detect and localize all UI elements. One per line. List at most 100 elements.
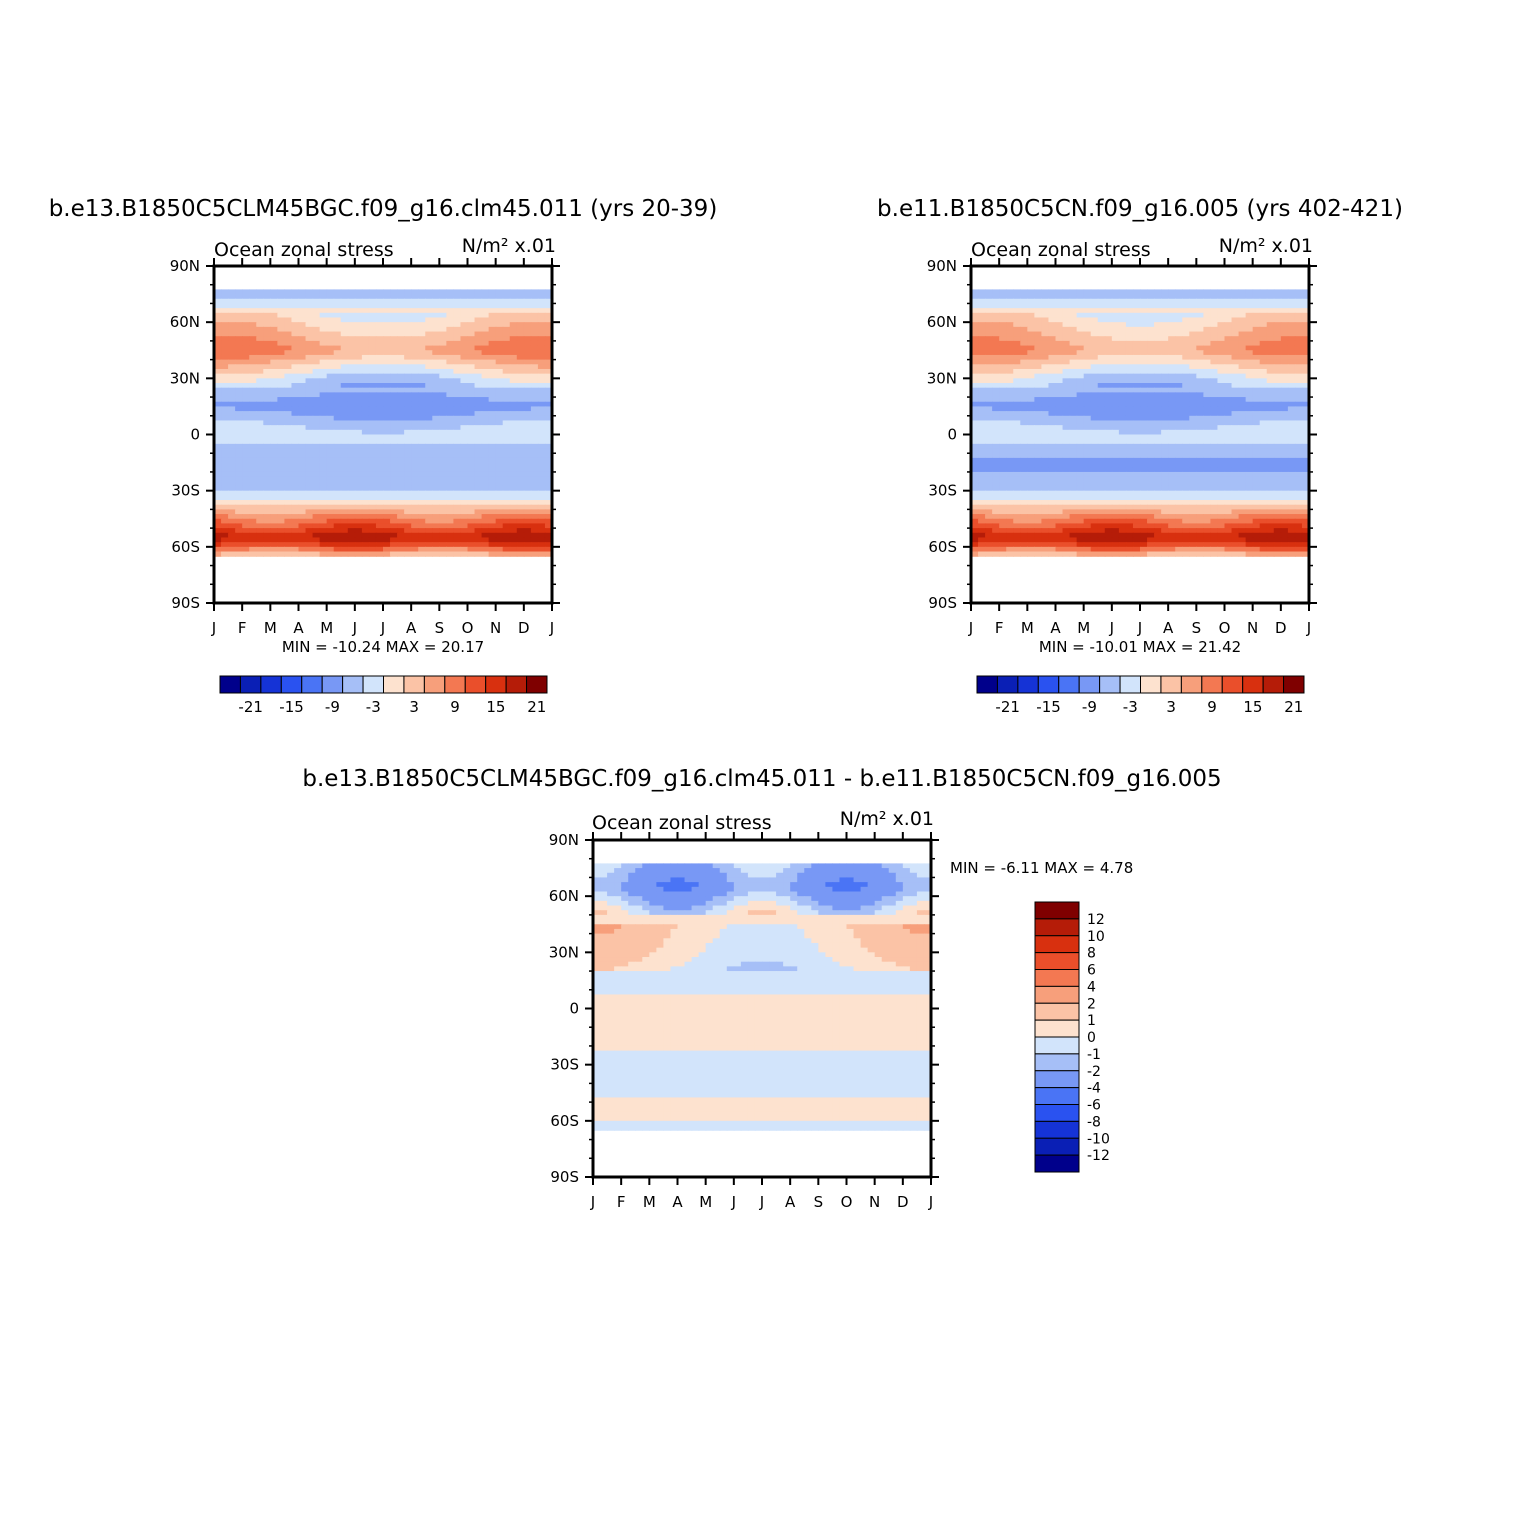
contour-cell [333, 336, 342, 342]
contour-cell [333, 298, 342, 305]
contour-cell [1083, 429, 1092, 436]
contour-cell [1020, 453, 1028, 459]
contour-cell [544, 448, 553, 454]
contour-cell [971, 415, 979, 422]
contour-cell [298, 471, 307, 478]
contour-cell [460, 415, 469, 422]
contour-cell [242, 420, 250, 426]
contour-cell [432, 326, 440, 333]
contour-cell [242, 345, 250, 351]
contour-cell [249, 312, 257, 319]
contour-cell [354, 368, 363, 375]
contour-cell [340, 312, 349, 319]
contour-cell [1280, 303, 1289, 309]
contour-cell [453, 532, 462, 539]
contour-cell [256, 331, 264, 337]
contour-cell [495, 462, 504, 468]
contour-cell [326, 551, 335, 557]
contour-cell [263, 429, 271, 436]
contour-cell [453, 551, 462, 557]
contour-cell [425, 378, 433, 384]
contour-cell [1203, 340, 1212, 347]
contour-cell [1140, 425, 1148, 431]
contour-cell [439, 303, 447, 309]
contour-cell [425, 387, 433, 393]
contour-cell [530, 528, 539, 534]
x-tick-label: J [380, 619, 385, 637]
contour-cell [298, 457, 307, 464]
contour-cell [312, 546, 321, 553]
contour-cell [502, 518, 511, 525]
contour-cell [284, 453, 293, 459]
contour-cell [347, 411, 356, 417]
contour-cell [509, 551, 518, 557]
contour-cell [523, 289, 532, 295]
contour-cell [1140, 331, 1148, 337]
contour-cell [404, 481, 412, 487]
contour-cell [347, 326, 356, 333]
contour-cell [368, 429, 377, 436]
contour-cell [544, 303, 553, 309]
contour-cell [312, 500, 321, 506]
contour-cell [397, 289, 405, 295]
contour-cell [411, 378, 419, 384]
contour-cell [1147, 331, 1155, 337]
contour-cell [390, 462, 398, 468]
contour-cell [354, 373, 363, 379]
contour-cell [1041, 457, 1050, 464]
contour-cell [375, 467, 384, 473]
contour-cell [1273, 490, 1282, 496]
contour-cell [1203, 364, 1212, 370]
contour-cell [390, 294, 398, 300]
contour-cell [992, 495, 1000, 501]
contour-cell [235, 350, 243, 356]
contour-cell [263, 373, 271, 379]
contour-cell [235, 546, 243, 553]
contour-cell [502, 443, 511, 450]
contour-cell [1055, 439, 1064, 445]
contour-cell [263, 411, 271, 417]
contour-cell [354, 345, 363, 351]
contour-cell [523, 434, 532, 440]
contour-cell [1224, 411, 1233, 417]
contour-cell [397, 378, 405, 384]
contour-cell [305, 518, 314, 525]
contour-cell [1027, 387, 1035, 393]
contour-cell [375, 397, 384, 403]
contour-cell [985, 303, 993, 309]
contour-cell [467, 453, 476, 459]
contour-cell [1287, 481, 1296, 487]
contour-cell [495, 364, 504, 370]
contour-cell [460, 401, 469, 408]
contour-cell [1097, 294, 1106, 300]
contour-cell [502, 551, 511, 557]
contour-cell [298, 514, 307, 520]
panel-1-right-string: N/m² x.01 [462, 235, 556, 257]
contour-cell [1118, 471, 1127, 478]
contour-cell [1259, 368, 1268, 375]
contour-cell [1125, 495, 1134, 501]
contour-cell [1090, 331, 1099, 337]
contour-cell [1013, 378, 1021, 384]
contour-cell [256, 457, 264, 464]
contour-cell [1125, 453, 1134, 459]
contour-cell [1055, 359, 1064, 365]
contour-cell [404, 336, 412, 342]
contour-cell [284, 383, 293, 389]
contour-cell [1231, 336, 1240, 342]
contour-cell [999, 467, 1007, 473]
contour-cell [404, 322, 412, 328]
contour-cell [361, 364, 370, 370]
contour-cell [978, 392, 986, 398]
contour-cell [256, 528, 264, 534]
contour-cell [502, 345, 511, 351]
contour-cell [1266, 359, 1275, 365]
contour-cell [495, 500, 504, 506]
contour-cell [284, 350, 293, 356]
contour-cell [1301, 453, 1310, 459]
contour-cell [1097, 336, 1106, 342]
contour-cell [333, 373, 342, 379]
contour-cell [1076, 434, 1085, 440]
contour-cell [1266, 364, 1275, 370]
contour-cell [453, 485, 462, 492]
